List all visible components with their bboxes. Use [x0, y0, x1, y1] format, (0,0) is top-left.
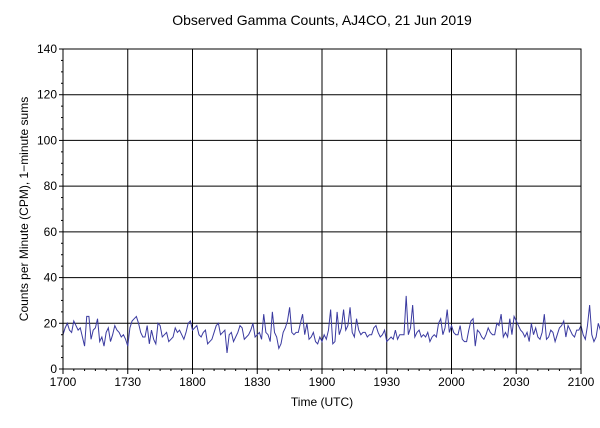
x-tick-label: 1900 [309, 375, 336, 389]
y-tick-label: 20 [44, 316, 58, 330]
x-tick-label: 2100 [568, 375, 595, 389]
x-tick-label: 1830 [244, 375, 271, 389]
x-axis-label: Time (UTC) [291, 395, 353, 409]
y-axis-label: Counts per Minute (CPM), 1−minute sums [17, 97, 31, 321]
x-tick-label: 2000 [438, 375, 465, 389]
x-tick-label: 1930 [373, 375, 400, 389]
x-tick-label: 1730 [114, 375, 141, 389]
axis-tick-labels: 0 20 40 60 80 100 120 140 1700 1730 1800 1830 1900 19… [37, 42, 595, 389]
y-tick-label: 80 [44, 179, 58, 193]
x-tick-label: 1800 [179, 375, 206, 389]
y-tick-label: 40 [44, 271, 58, 285]
y-tick-label: 140 [37, 42, 57, 56]
y-tick-label: 60 [44, 225, 58, 239]
y-tick-label: 0 [50, 362, 57, 376]
y-tick-label: 100 [37, 133, 57, 147]
x-tick-label: 1700 [50, 375, 77, 389]
chart-title: Observed Gamma Counts, AJ4CO, 21 Jun 201… [172, 12, 472, 28]
plot-area-frame [62, 48, 582, 370]
x-tick-label: 2030 [503, 375, 530, 389]
y-tick-label: 120 [37, 88, 57, 102]
grid-lines [63, 49, 581, 369]
gamma-counts-series-line [62, 295, 600, 354]
